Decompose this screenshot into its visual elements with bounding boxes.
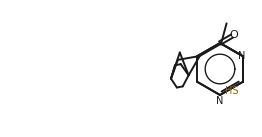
Text: N: N (216, 96, 224, 106)
Text: HS: HS (225, 86, 238, 96)
Text: N: N (238, 51, 245, 61)
Text: O: O (229, 30, 238, 40)
